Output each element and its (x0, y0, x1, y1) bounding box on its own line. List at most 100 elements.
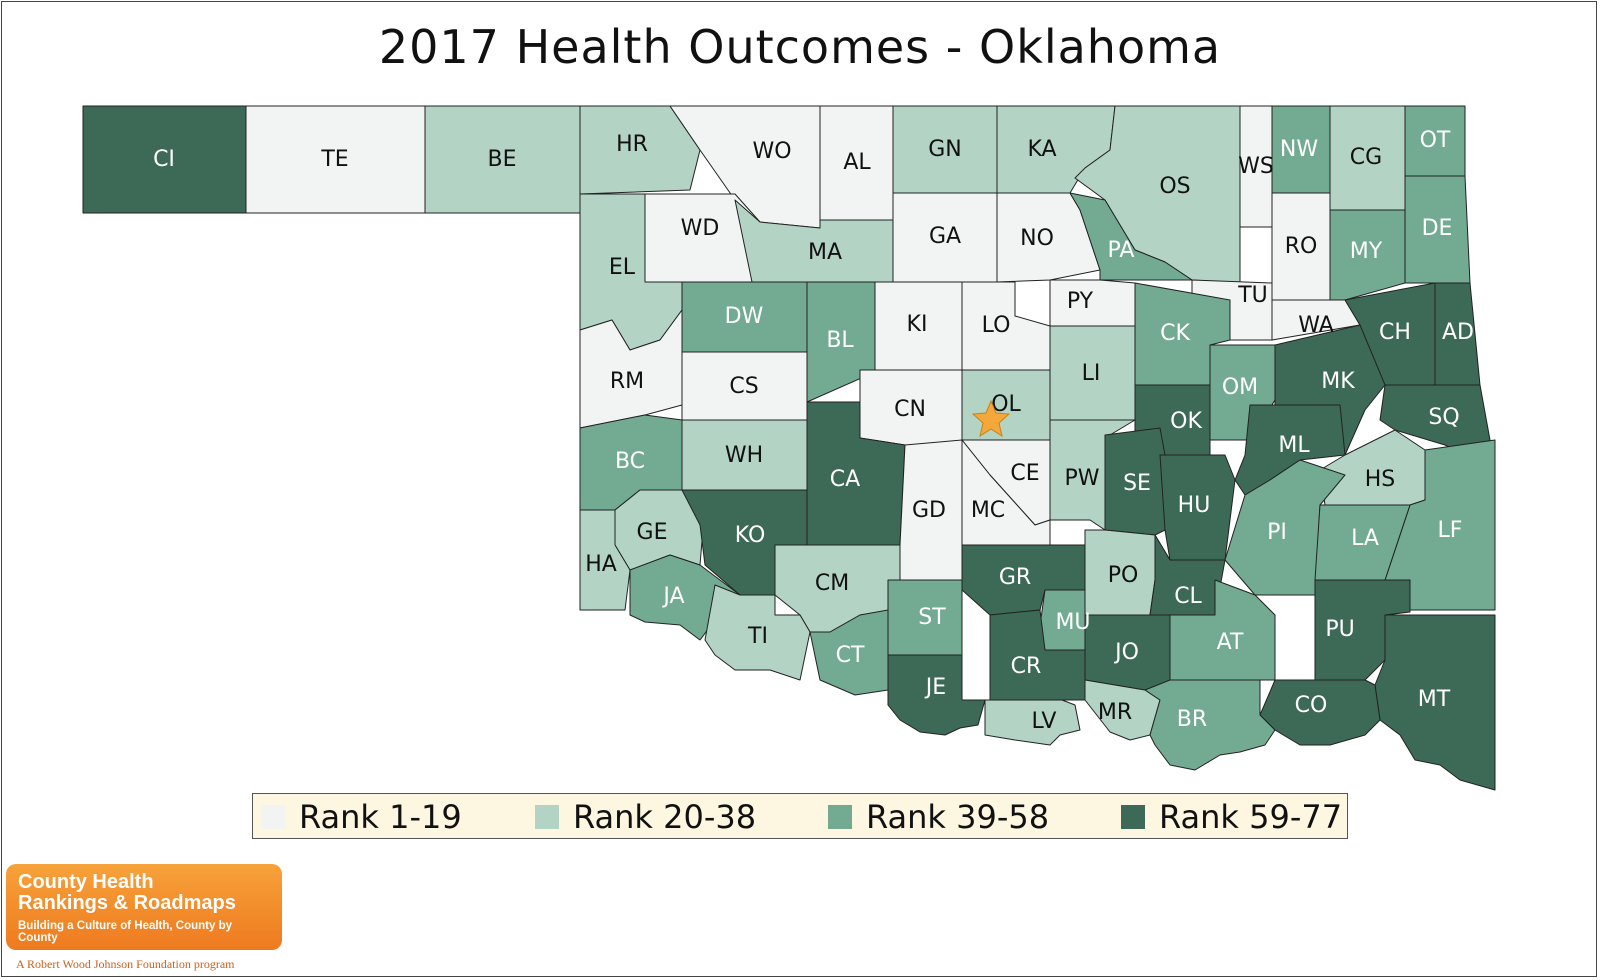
logo-footer: A Robert Wood Johnson Foundation program (16, 957, 235, 971)
county-label-hu: HU (1178, 493, 1211, 518)
county-label-wh: WH (725, 443, 763, 468)
logo-tagline: Building a Culture of Health, County by … (18, 920, 233, 944)
county-label-lv: LV (1032, 709, 1057, 734)
logo-line-2: Rankings & Roadmaps (18, 892, 236, 914)
county-label-lo: LO (982, 313, 1011, 338)
county-label-al: AL (843, 150, 871, 175)
county-label-de: DE (1422, 216, 1453, 241)
legend: Rank 1-19 Rank 20-38 Rank 39-58 Rank 59-… (252, 793, 1348, 839)
county-mt (1374, 614, 1496, 791)
county-layer (82, 105, 1496, 791)
county-label-st: ST (918, 605, 946, 630)
county-je (887, 654, 986, 736)
county-label-pu: PU (1325, 617, 1354, 642)
logo-line-1: County Health (18, 871, 154, 893)
legend-swatch-rank-39-58 (828, 805, 852, 829)
county-label-hs: HS (1365, 467, 1396, 492)
chrr-logo: County Health Rankings & Roadmaps Buildi… (6, 864, 282, 950)
county-label-ch: CH (1379, 320, 1411, 345)
county-label-bl: BL (826, 328, 854, 353)
county-label-ca: CA (830, 467, 860, 492)
legend-item-rank-1-19: Rank 1-19 (261, 794, 462, 840)
county-label-no: NO (1020, 226, 1054, 251)
county-hr (579, 105, 701, 195)
county-label-ws: WS (1238, 154, 1274, 179)
county-label-po: PO (1108, 563, 1139, 588)
legend-label-rank-39-58: Rank 39-58 (866, 798, 1050, 836)
county-label-se: SE (1123, 471, 1151, 496)
county-label-wd: WD (681, 216, 720, 241)
county-label-ja: JA (661, 584, 684, 609)
county-label-ck: CK (1160, 321, 1190, 346)
county-label-ci: CI (153, 147, 175, 172)
county-label-ro: RO (1285, 234, 1318, 259)
county-label-ko: KO (735, 523, 766, 548)
county-label-hr: HR (616, 132, 648, 157)
county-label-te: TE (320, 147, 348, 172)
county-label-ot: OT (1420, 128, 1451, 153)
county-label-cn: CN (894, 397, 926, 422)
county-label-os: OS (1159, 174, 1190, 199)
county-label-br: BR (1177, 707, 1207, 732)
legend-label-rank-20-38: Rank 20-38 (573, 798, 757, 836)
county-ti (704, 584, 811, 681)
county-label-mt: MT (1418, 687, 1451, 712)
legend-swatch-rank-59-77 (1121, 805, 1145, 829)
county-label-co: CO (1295, 693, 1328, 718)
county-label-ml: ML (1278, 433, 1310, 458)
county-lv (984, 699, 1081, 746)
legend-item-rank-20-38: Rank 20-38 (535, 794, 756, 840)
county-label-pa: PA (1108, 238, 1135, 263)
county-label-pi: PI (1267, 520, 1287, 545)
county-label-mr: MR (1098, 700, 1132, 725)
county-label-mc: MC (971, 498, 1005, 523)
legend-label-rank-1-19: Rank 1-19 (299, 798, 462, 836)
county-label-dw: DW (725, 304, 764, 329)
county-label-cm: CM (815, 571, 849, 596)
county-label-mk: MK (1321, 369, 1355, 394)
county-label-be: BE (488, 147, 517, 172)
map-title: 2017 Health Outcomes - Oklahoma (378, 20, 1222, 74)
county-label-at: AT (1217, 630, 1244, 655)
county-label-la: LA (1351, 526, 1379, 551)
capital-star-icon (971, 399, 1011, 438)
county-label-je: JE (924, 675, 946, 700)
county-label-lf: LF (1438, 518, 1463, 543)
county-label-ma: MA (808, 240, 842, 265)
county-label-tu: TU (1237, 283, 1268, 308)
legend-swatch-rank-20-38 (535, 805, 559, 829)
county-label-mu: MU (1055, 610, 1090, 635)
county-label-rm: RM (610, 369, 644, 394)
county-my (1329, 209, 1406, 301)
county-label-ad: AD (1442, 320, 1474, 345)
county-label-wa: WA (1298, 313, 1334, 338)
county-label-wo: WO (752, 139, 791, 164)
county-label-ok: OK (1170, 409, 1202, 434)
county-label-gd: GD (912, 498, 946, 523)
county-label-nw: NW (1280, 137, 1318, 162)
county-br (1144, 679, 1276, 771)
county-label-gr: GR (999, 565, 1031, 590)
county-label-ct: CT (836, 643, 865, 668)
county-label-sq: SQ (1428, 405, 1459, 430)
county-label-ki: KI (907, 312, 928, 337)
county-label-el: EL (609, 255, 636, 280)
county-label-jo: JO (1113, 640, 1139, 665)
county-label-cs: CS (729, 374, 758, 399)
county-label-my: MY (1350, 239, 1383, 264)
county-label-cl: CL (1174, 584, 1202, 609)
county-label-cg: CG (1350, 145, 1382, 170)
county-label-ge: GE (637, 520, 668, 545)
county-label-li: LI (1082, 361, 1101, 386)
county-label-pw: PW (1064, 466, 1099, 491)
legend-label-rank-59-77: Rank 59-77 (1159, 798, 1343, 836)
county-label-ti: TI (747, 624, 768, 649)
county-label-bc: BC (615, 449, 645, 474)
county-label-cr: CR (1011, 654, 1042, 679)
county-label-ce: CE (1010, 461, 1039, 486)
legend-swatch-rank-1-19 (261, 805, 285, 829)
county-label-om: OM (1222, 375, 1258, 400)
